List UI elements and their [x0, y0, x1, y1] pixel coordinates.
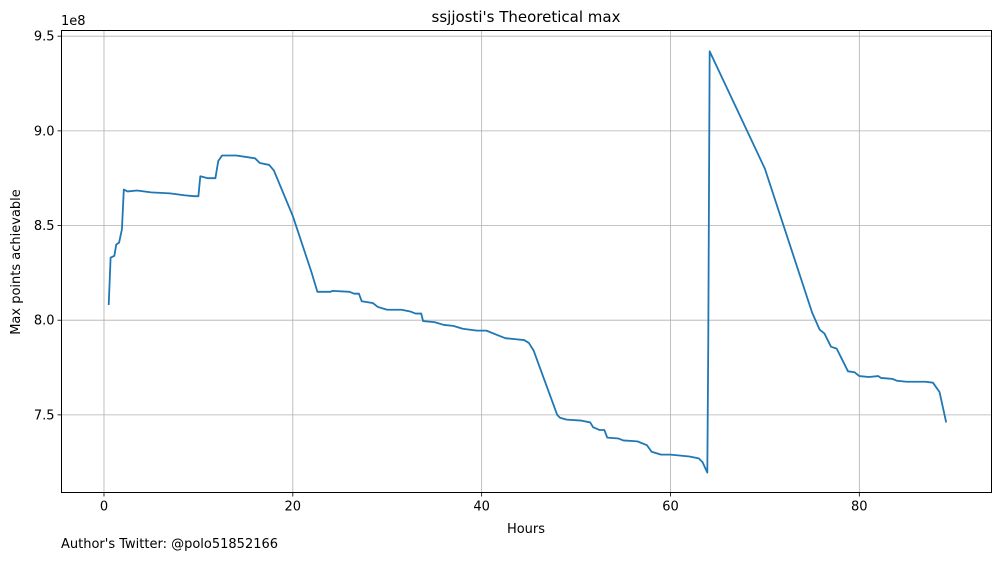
- x-axis-label: Hours: [507, 522, 545, 537]
- y-tick-label: 7.5: [34, 408, 55, 423]
- y-tick-label: 8.5: [34, 219, 55, 234]
- y-tick-label: 8.0: [34, 314, 55, 329]
- x-tick-label: 80: [851, 500, 868, 515]
- grid: [61, 30, 992, 493]
- author-twitter-note: Author's Twitter: @polo51852166: [61, 537, 279, 552]
- y-tick-label: 9.5: [34, 30, 55, 45]
- x-tick-label: 20: [285, 500, 302, 515]
- y-scale-label: 1e8: [61, 14, 86, 29]
- y-tick-label: 9.0: [34, 124, 55, 139]
- x-tick-label: 60: [662, 500, 679, 515]
- x-tick-label: 40: [473, 500, 490, 515]
- plot-frame: [61, 30, 992, 493]
- series-line-max-points: [107, 50, 948, 474]
- y-axis-label: Max points achievable: [9, 189, 24, 335]
- x-tick-label: 0: [100, 500, 108, 515]
- chart-title: ssjjosti's Theoretical max: [432, 8, 621, 26]
- axis-ticks: 0 20 40 60 80 7.5 8.0 8.5 9.0 9.5: [34, 30, 868, 515]
- series-layer: [107, 50, 948, 474]
